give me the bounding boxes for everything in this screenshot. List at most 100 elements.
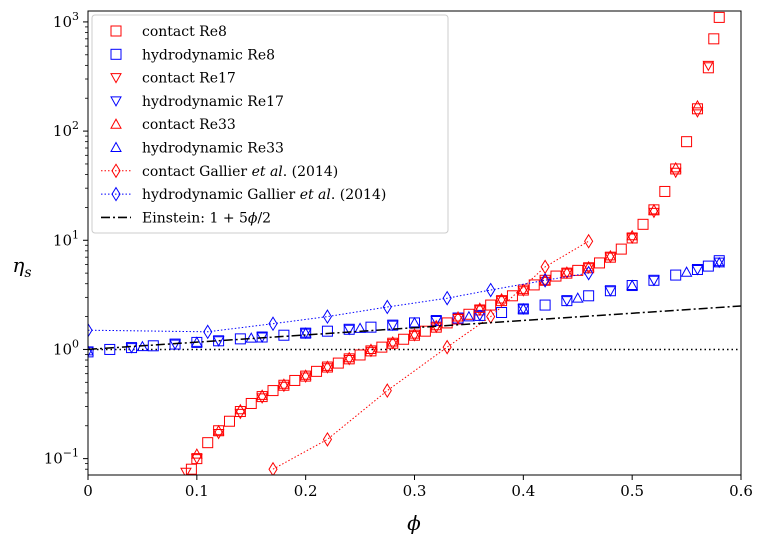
data-point [245, 332, 258, 343]
data-point [582, 263, 595, 274]
data-point [561, 268, 573, 280]
data-point [702, 60, 715, 72]
data-point [441, 317, 453, 329]
data-point [517, 283, 530, 294]
data-point [299, 369, 312, 380]
series-line [88, 272, 589, 333]
data-point [594, 257, 606, 269]
data-point [430, 322, 443, 334]
data-point [190, 454, 203, 465]
data-point [408, 331, 421, 342]
data-point [584, 265, 594, 281]
data-point [681, 136, 693, 148]
data-point [386, 339, 399, 350]
legend-marker [110, 48, 122, 60]
data-point [702, 62, 714, 74]
data-point [550, 270, 562, 282]
legend-item: contact Re8 [110, 24, 227, 40]
series-8 [88, 305, 741, 351]
data-point [147, 340, 159, 352]
data-point [88, 344, 94, 356]
x-tick-label: 0.3 [403, 482, 427, 500]
plot-data-area [88, 11, 741, 475]
legend-label: hydrodynamic Re33 [142, 141, 284, 157]
series-6 [268, 233, 594, 475]
data-point [343, 351, 356, 363]
series-2 [180, 60, 715, 475]
legend-label: Einstein: 1 + 5ϕ/2 [142, 210, 271, 226]
data-point [125, 343, 138, 354]
data-point [442, 290, 452, 306]
x-axis-label: ϕ [407, 511, 421, 535]
data-point [278, 381, 290, 393]
data-point [299, 372, 312, 383]
data-point [659, 185, 671, 197]
data-point [223, 415, 235, 427]
data-point [365, 346, 377, 358]
y-axis-label-sub: s [24, 265, 31, 281]
data-point [561, 296, 573, 307]
data-point [382, 383, 392, 399]
legend-marker [110, 25, 122, 37]
data-point [386, 335, 399, 347]
series-line [272, 240, 589, 470]
data-point [485, 299, 497, 311]
data-point [256, 393, 268, 404]
data-point [386, 320, 399, 332]
data-point [604, 286, 617, 297]
y-tick-label: 100 [53, 337, 79, 358]
legend-item: hydrodynamic Gallier et al. (2014) [101, 186, 386, 203]
data-point [104, 343, 116, 355]
data-point [278, 378, 290, 389]
data-point [88, 322, 93, 338]
data-point [540, 272, 550, 288]
legend-box [91, 14, 449, 234]
legend: contact Re8 hydrodynamic Re8 contact Re17 h… [91, 14, 449, 234]
data-point [256, 391, 268, 403]
data-point [452, 311, 464, 322]
data-point [365, 321, 377, 333]
data-point [582, 260, 595, 272]
data-point [584, 233, 594, 249]
legend-label: contact Re8 [142, 24, 227, 40]
data-point [88, 346, 94, 358]
data-point [539, 299, 551, 311]
data-point [376, 341, 388, 353]
data-point [626, 233, 639, 244]
data-point [203, 324, 213, 340]
data-point [382, 299, 392, 315]
data-point [430, 316, 443, 327]
data-point [332, 357, 344, 369]
data-point [354, 322, 366, 333]
legend-item: Einstein: 1 + 5ϕ/2 [101, 210, 271, 226]
data-point [506, 290, 518, 302]
data-point [202, 437, 214, 449]
data-point [637, 218, 649, 230]
data-point [442, 339, 452, 355]
legend-marker [110, 73, 122, 84]
legend-item: hydrodynamic Re8 [110, 47, 275, 63]
legend-label: hydrodynamic Re17 [142, 94, 284, 110]
data-point [299, 327, 312, 338]
legend-label: contact Re33 [142, 117, 236, 133]
data-point [343, 354, 356, 366]
series-7 [88, 265, 594, 340]
data-point [408, 328, 421, 339]
data-point [88, 346, 94, 358]
data-point [713, 11, 725, 23]
legend-label: hydrodynamic Gallier et al. (2014) [142, 187, 386, 203]
data-point [408, 316, 421, 328]
data-point [517, 286, 530, 297]
axis-ticks: 0 0.1 0.2 0.3 0.4 0.5 0.6 10−1 100 101 102 103 [44, 10, 753, 500]
data-point [234, 403, 247, 415]
data-point [311, 365, 323, 377]
x-tick-label: 0.5 [620, 482, 644, 500]
series-4 [190, 99, 704, 459]
legend-marker [110, 118, 122, 129]
data-point [680, 266, 693, 277]
data-point [169, 339, 181, 351]
data-point [496, 306, 508, 318]
data-point [691, 264, 704, 276]
data-point [691, 107, 704, 118]
data-point [626, 279, 639, 291]
